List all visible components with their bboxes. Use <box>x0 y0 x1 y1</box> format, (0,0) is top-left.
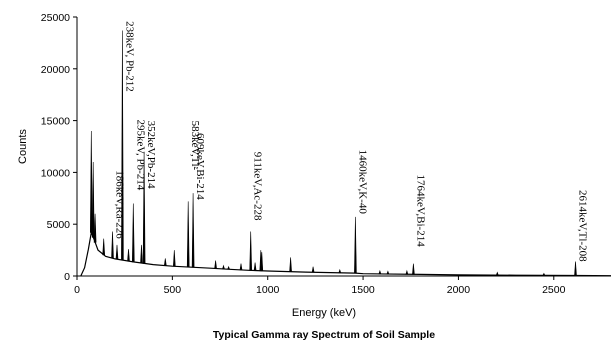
y-tick-label: 15000 <box>41 116 70 128</box>
x-tick-label: 500 <box>164 284 182 296</box>
spectrum-peak <box>191 193 195 268</box>
spectrum-peak <box>311 266 315 273</box>
axes <box>76 17 611 277</box>
spectrum-peak <box>127 249 130 262</box>
x-tick-label: 0 <box>74 284 80 296</box>
x-tick-label: 1000 <box>256 284 280 296</box>
spectrum-peak <box>412 263 415 275</box>
spectrum-peak <box>338 268 342 274</box>
spectrum-peak <box>186 201 190 268</box>
spectrum-peak <box>222 264 225 270</box>
y-tick-label: 5000 <box>47 219 71 231</box>
peak-annotation: 238keV, Pb-212 <box>123 21 135 92</box>
spectrum-peak <box>542 272 546 276</box>
spectrum-peak <box>102 238 106 256</box>
y-tick-label: 25000 <box>41 12 70 24</box>
spectrum-peak <box>386 270 390 275</box>
x-tick-label: 2500 <box>542 284 566 296</box>
spectrum-peak <box>249 231 253 271</box>
peak-annotation: 186keV,Ra-226 <box>113 170 125 239</box>
spectrum-peak <box>93 213 97 243</box>
peak-annotation: 2614keV,Tl-208 <box>576 190 588 262</box>
spectrum-peak <box>91 161 95 238</box>
peak-annotation: 1764keV,Bi-214 <box>414 175 426 248</box>
y-tick-label: 0 <box>64 271 70 283</box>
spectrum-peak <box>172 250 176 267</box>
chart-caption: Typical Gamma ray Spectrum of Soil Sampl… <box>213 329 435 341</box>
peak-annotation: 583keV,Tl- <box>189 121 201 171</box>
peak-annotation: 352keV,Pb-214 <box>145 121 157 189</box>
spectrum-peak <box>111 231 114 259</box>
spectrum-peak <box>142 151 146 264</box>
spectrum-peak <box>253 262 257 271</box>
ticks: 0 5000 10000 15000 20000 25000 0 500 1000 1500 200… <box>41 12 566 296</box>
peak-annotation: 1460keV,K-40 <box>356 150 368 215</box>
x-tick-label: 1500 <box>351 284 375 296</box>
spectrum-continuum <box>80 230 612 277</box>
spectrum-peak <box>163 258 167 266</box>
y-tick-label: 20000 <box>41 64 70 76</box>
spectrum-peak <box>378 269 382 275</box>
peak-annotation: 911keV,Ac-228 <box>252 152 264 221</box>
spectrum-peak <box>227 265 231 270</box>
peak-annotation: 295keV, Pb-214 <box>134 120 146 191</box>
y-axis-title: Counts <box>17 129 29 164</box>
x-axis-title: Energy (keV) <box>292 307 356 319</box>
spectrum-peak <box>354 216 357 274</box>
spectrum-peak <box>115 244 119 260</box>
spectrum-peak <box>89 130 93 233</box>
spectrum-peak <box>239 263 243 271</box>
x-tick-label: 2000 <box>447 284 471 296</box>
spectrum-peak <box>121 30 124 261</box>
plot-area <box>80 30 612 277</box>
spectrum-peak <box>140 244 143 264</box>
peak-annotation: 609keV,Bi-214 <box>194 133 206 200</box>
peak-annotations: 238keV, Pb-212 186keV,Ra-226 295keV, Pb-21… <box>113 21 588 262</box>
spectrum-peak <box>405 269 409 275</box>
spectrum-peak <box>131 203 135 263</box>
spectrum-peak <box>260 252 264 272</box>
spectrum-peak <box>289 257 292 272</box>
y-tick-label: 10000 <box>41 167 70 179</box>
spectrum-peak <box>214 260 217 269</box>
spectrum-peak <box>495 271 499 276</box>
